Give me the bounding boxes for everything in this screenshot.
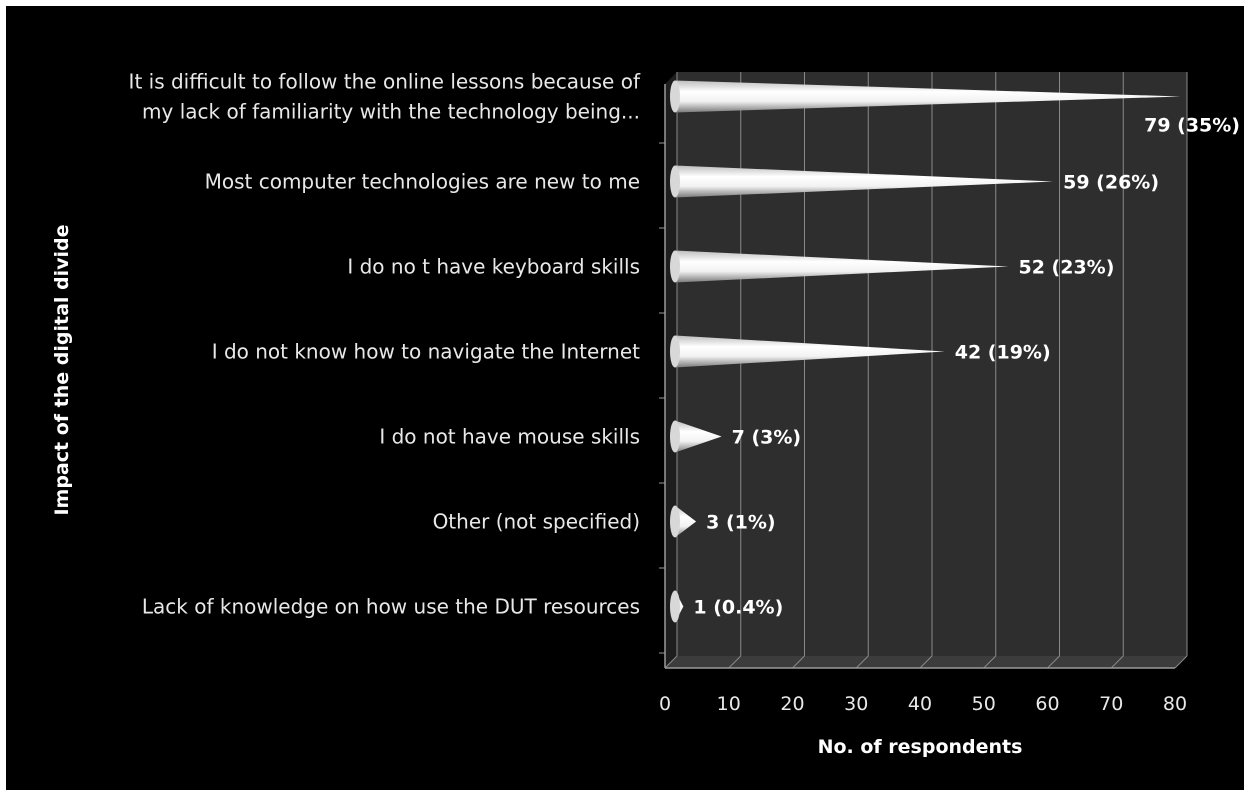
x-axis-ticks: 0 10 20 30 40 50 60 70 80	[659, 693, 1187, 715]
gridline-floor	[919, 655, 933, 669]
x-tick-label: 80	[1163, 693, 1187, 715]
bar-base	[670, 80, 680, 113]
data-label: 59 (26%)	[1063, 172, 1159, 194]
bar	[675, 505, 697, 538]
data-label: 79 (35%)	[1144, 115, 1240, 137]
bar	[675, 80, 1181, 113]
x-tick-label: 20	[780, 693, 804, 715]
bar-base	[670, 165, 680, 198]
data-label: 3 (1%)	[706, 512, 775, 534]
category-label: I do not have mouse skills	[379, 425, 640, 449]
bar	[675, 335, 945, 368]
gridline-floor	[983, 655, 997, 669]
category-label: Most computer technologies are new to me	[205, 170, 640, 194]
x-tick-label: 50	[972, 693, 996, 715]
x-tick-label: 60	[1035, 693, 1059, 715]
data-label: 1 (0.4%)	[693, 597, 783, 619]
gridline-floor	[1174, 655, 1188, 669]
x-axis-title: No. of respondents	[818, 736, 1023, 758]
plot-area	[659, 72, 1188, 669]
x-tick-label: 10	[717, 693, 741, 715]
gridline-floor	[1110, 655, 1124, 669]
bar-base	[670, 590, 680, 623]
gridline-floor	[728, 655, 742, 669]
bar-base	[670, 335, 680, 368]
x-tick-label: 30	[844, 693, 868, 715]
data-labels: 79 (35%) 59 (26%) 52 (23%) 42 (19%) 7 (3%) 3 …	[693, 115, 1240, 619]
bar-base	[670, 420, 680, 453]
bar	[675, 250, 1009, 283]
data-label: 52 (23%)	[1019, 257, 1115, 279]
gridline-floor	[1047, 655, 1060, 669]
gridline-floor	[792, 655, 805, 669]
category-labels: It is difficult to follow the online les…	[129, 70, 641, 619]
category-label: I do not know how to navigate the Intern…	[212, 340, 640, 364]
bars	[670, 80, 1181, 623]
data-label: 7 (3%)	[732, 427, 801, 449]
data-label: 42 (19%)	[955, 342, 1051, 364]
side-wall	[665, 72, 677, 668]
x-tick-label: 0	[659, 693, 671, 715]
category-label: Other (not specified)	[433, 510, 640, 534]
gridline-floor	[855, 655, 869, 669]
y-axis-title: Impact of the digital divide	[51, 224, 73, 515]
category-label: I do no t have keyboard skills	[347, 255, 640, 279]
category-label: Lack of knowledge on how use the DUT res…	[142, 595, 640, 619]
bar	[675, 165, 1054, 198]
x-tick-label: 40	[908, 693, 932, 715]
gridline-floor	[664, 655, 678, 669]
bar-base	[670, 250, 680, 283]
bar-base	[670, 505, 680, 538]
bar	[675, 420, 722, 453]
x-tick-label: 70	[1099, 693, 1123, 715]
category-label: It is difficult to follow the online les…	[129, 70, 641, 94]
category-label: my lack of familiarity with the technolo…	[142, 100, 640, 124]
